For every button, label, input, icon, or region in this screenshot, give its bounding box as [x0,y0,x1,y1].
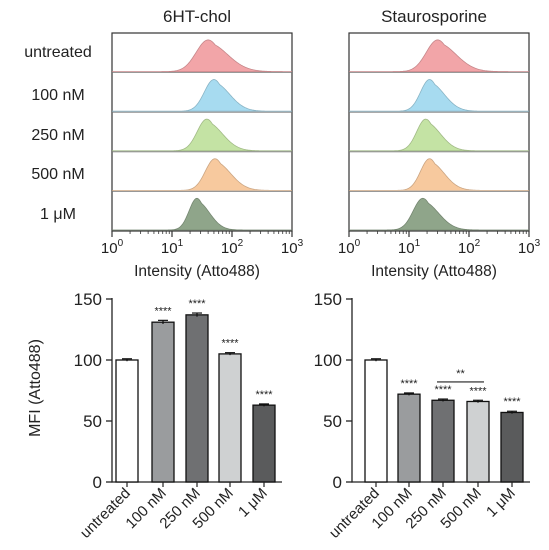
bar-y-tick-label: 0 [93,473,102,492]
row-label-100nm: 100 nM [31,87,84,104]
histogram-series [349,39,529,72]
row-labels: untreated 100 nM 250 nM 500 nM 1 μM [24,44,92,223]
histogram-title-left: 6HT-chol [163,7,231,26]
histogram-series [112,39,292,72]
histogram-x-tick-label: 101 [161,238,184,257]
bar-category-label: untreated [77,485,134,542]
bar [115,359,139,483]
histogram-series [349,118,529,152]
bar-ylabel: MFI (Atto488) [27,339,44,437]
significance-label: **** [188,298,206,310]
bracket-label: ** [456,368,465,380]
bar [397,393,421,483]
bar-category-label: 1 μM [235,485,271,521]
histogram-x-tick-label: 102 [221,238,244,257]
significance-label: **** [400,378,418,390]
histogram-right: 100 101 102 103 [338,39,541,257]
bar-y-tick-label: 150 [74,290,102,309]
histogram-series [349,158,529,191]
histogram-left: 100 101 102 103 [101,39,304,257]
bar [252,404,276,483]
histogram-x-tick-label: 103 [518,238,541,257]
histogram-x-tick-label: 101 [398,238,421,257]
row-label-500nm: 500 nM [31,166,84,183]
bar-y-tick-label: 100 [314,351,342,370]
histogram-xlabel-right: Intensity (Atto488) [371,263,497,280]
histogram-x-tick-label: 103 [281,238,304,257]
histogram-panel-left [111,32,293,232]
histogram-xlabel-left: Intensity (Atto488) [134,263,260,280]
bar-y-tick-label: 50 [83,412,102,431]
row-label-250nm: 250 nM [31,127,84,144]
histogram-series [112,158,292,191]
bar [431,399,455,483]
histogram-series [349,79,529,112]
bar [466,400,490,483]
histogram-title-right: Staurosporine [381,7,487,26]
bar-y-tick-label: 100 [74,351,102,370]
histogram-series [349,197,529,231]
histogram-panel-right [348,32,530,232]
significance-label: **** [503,396,521,408]
significance-label: **** [255,389,273,401]
bar-category-label: 1 μM [483,485,519,521]
significance-label: **** [221,338,239,350]
row-label-1um: 1 μM [40,206,76,223]
bar [500,411,524,483]
histogram-x-tick-label: 102 [458,238,481,257]
histogram-series [112,197,292,231]
histogram-x-tick-label: 100 [338,238,361,257]
bar-y-tick-label: 150 [314,290,342,309]
bar-y-tick-label: 50 [323,412,342,431]
row-label-untreated: untreated [24,44,92,61]
significance-label: **** [469,385,487,397]
bar-y-tick-label: 0 [333,473,342,492]
histogram-x-tick-label: 100 [101,238,124,257]
significance-label: **** [434,384,452,396]
bar [218,353,242,483]
histogram-series [112,118,292,152]
bar [185,314,209,483]
bar [151,321,175,483]
bar [364,359,388,483]
significance-label: **** [154,305,172,317]
histogram-series [112,79,292,112]
